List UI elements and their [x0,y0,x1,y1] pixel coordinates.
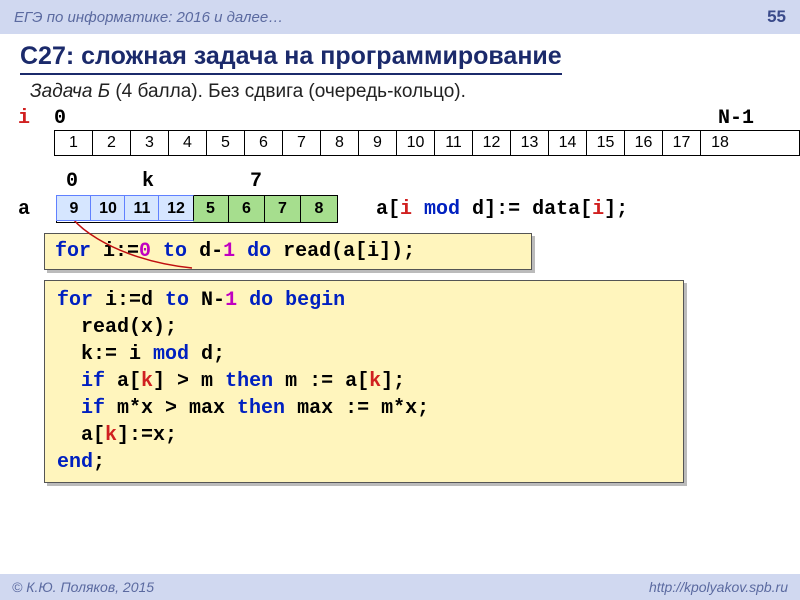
data-cell: 3 [131,131,169,155]
slide-footer: © К.Ю. Поляков, 2015 http://kpolyakov.sp… [0,574,800,600]
label-k: k [142,170,154,193]
slide-title: С27: сложная задача на программирование [20,42,562,75]
data-cell: 10 [397,131,435,155]
a-array: 91011125678 [56,195,338,223]
label-n1: N-1 [718,107,754,130]
data-cell: 6 [245,131,283,155]
label-a-zero: 0 [66,170,78,193]
label-seven: 7 [250,170,262,193]
data-cell: 15 [587,131,625,155]
a-cell: 7 [265,196,301,222]
label-a: a [18,198,56,221]
subtitle-em: Задача Б [30,81,110,102]
data-array: 123456789101112131415161718 [54,130,800,156]
footer-right: http://kpolyakov.spb.ru [649,579,788,595]
data-cell: 11 [435,131,473,155]
data-cell: 16 [625,131,663,155]
code-block-2: for i:=d to N-1 do begin read(x); k:= i … [44,280,684,483]
a-row: a 91011125678 a[i mod d]:= data[i]; [18,195,800,223]
data-cell: 7 [283,131,321,155]
a-cell: 8 [301,196,337,222]
data-cell: 1 [55,131,93,155]
a-cell: 11 [124,195,160,221]
data-cell: 9 [359,131,397,155]
data-cell: 13 [511,131,549,155]
slide-header: ЕГЭ по информатике: 2016 и далее… 55 [0,0,800,34]
k-row: 0 k 7 [18,170,800,193]
data-cell: 17 [663,131,701,155]
index-row: i 0 N-1 [18,107,800,130]
a-cell: 5 [193,196,229,222]
subtitle: Задача Б (4 балла). Без сдвига (очередь-… [30,81,780,103]
data-cell: 14 [549,131,587,155]
a-cell: 6 [229,196,265,222]
data-cell: 2 [93,131,131,155]
footer-left: © К.Ю. Поляков, 2015 [12,579,154,595]
data-cell: 4 [169,131,207,155]
label-i: i [18,107,52,130]
a-cell: 9 [56,195,92,221]
page-number: 55 [767,7,786,27]
assignment-expr: a[i mod d]:= data[i]; [376,198,628,221]
code-block-1: for i:=0 to d-1 do read(a[i]); [44,233,532,270]
data-cell: 8 [321,131,359,155]
subtitle-rest: (4 балла). Без сдвига (очередь-кольцо). [110,81,466,102]
data-cell: 18 [701,131,739,155]
a-cell: 12 [158,195,194,221]
header-left: ЕГЭ по информатике: 2016 и далее… [14,9,283,26]
label-zero: 0 [54,107,66,130]
data-cell: 12 [473,131,511,155]
data-cell: 5 [207,131,245,155]
a-cell: 10 [90,195,126,221]
